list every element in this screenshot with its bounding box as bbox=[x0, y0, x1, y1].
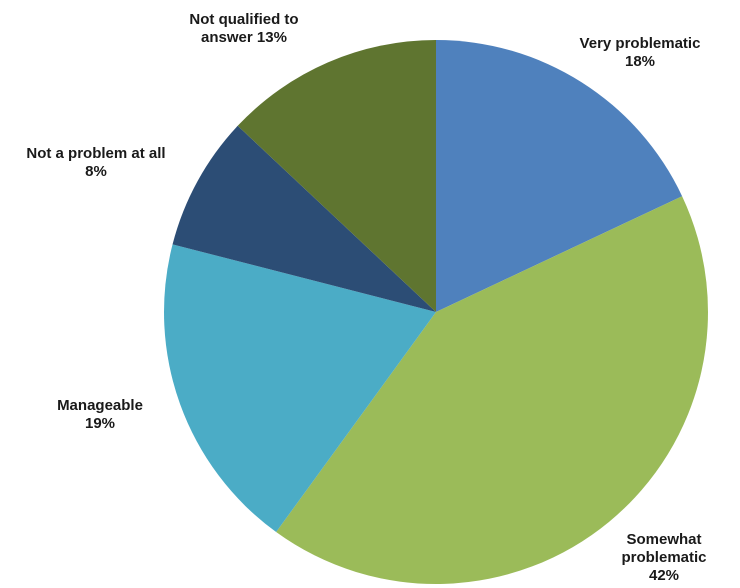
pie-labels: Very problematic 18% Somewhat problematic 42… bbox=[26, 11, 706, 584]
slice-label-line: Somewhat bbox=[626, 531, 701, 548]
slice-label-line: Manageable bbox=[57, 397, 143, 414]
slice-label-very-problematic: Very problematic 18% bbox=[580, 35, 701, 70]
pie-slices bbox=[164, 40, 708, 584]
slice-label-line: Not a problem at all bbox=[26, 145, 165, 162]
pie-slice-manageable bbox=[164, 244, 436, 533]
slice-label-line: answer 13% bbox=[201, 29, 287, 46]
slice-label-line: Not qualified to bbox=[189, 11, 298, 28]
pie-slice-very-problematic bbox=[436, 40, 683, 312]
slice-label-manageable: Manageable 19% bbox=[57, 397, 143, 432]
pie-slice-somewhat-problematic bbox=[276, 196, 708, 584]
slice-label-somewhat-problematic: Somewhat problematic 42% bbox=[621, 531, 706, 584]
slice-label-line: 8% bbox=[85, 163, 107, 180]
pie-slice-not-qualified-to-answer bbox=[237, 40, 436, 312]
slice-label-line: problematic bbox=[621, 549, 706, 566]
slice-label-not-a-problem-at-all: Not a problem at all 8% bbox=[26, 145, 165, 180]
slice-label-line: 42% bbox=[649, 567, 679, 584]
pie-slice-not-a-problem-at-all bbox=[172, 125, 437, 312]
slice-label-not-qualified-to-answer: Not qualified to answer 13% bbox=[189, 11, 298, 46]
slice-label-line: 19% bbox=[85, 415, 115, 432]
slice-label-line: 18% bbox=[625, 53, 655, 70]
slice-label-line: Very problematic bbox=[580, 35, 701, 52]
